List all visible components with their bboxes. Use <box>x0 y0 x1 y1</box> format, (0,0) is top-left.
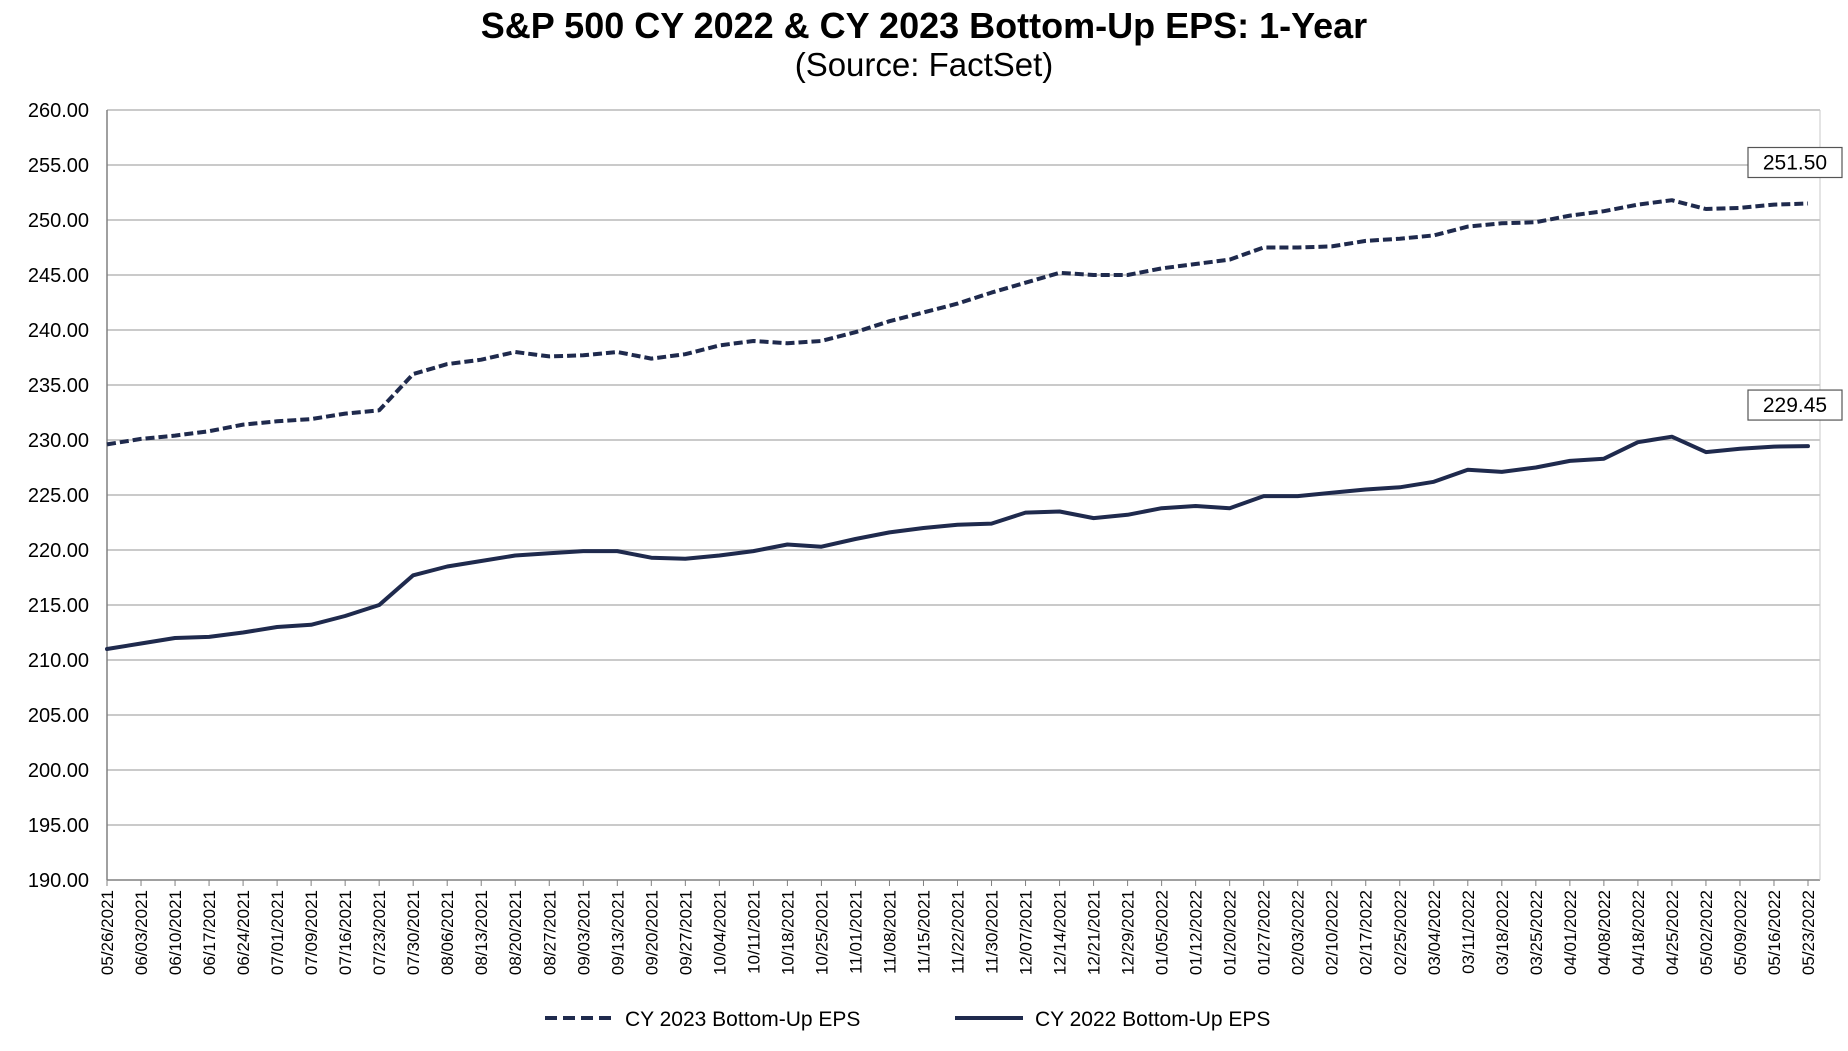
y-tick-label: 250.00 <box>28 210 89 232</box>
end-value-box <box>1747 146 1843 179</box>
x-tick-label: 02/25/2022 <box>1391 890 1410 975</box>
series-line-cy2023 <box>106 198 1809 447</box>
legend: CY 2023 Bottom-Up EPS CY 2022 Bottom-Up E… <box>545 1008 1270 1031</box>
x-tick-label: 08/20/2021 <box>506 890 525 975</box>
x-tick-label: 01/27/2022 <box>1255 890 1274 975</box>
series-lines <box>105 198 1810 651</box>
legend-label: CY 2023 Bottom-Up EPS <box>625 1008 860 1031</box>
x-tick-label: 10/04/2021 <box>710 890 729 975</box>
x-tick-label: 05/26/2021 <box>98 890 117 975</box>
legend-label: CY 2022 Bottom-Up EPS <box>1035 1008 1270 1031</box>
x-tick-label: 11/01/2021 <box>846 890 865 974</box>
x-tick-label: 08/13/2021 <box>472 890 491 975</box>
x-tick-label: 12/07/2021 <box>1017 890 1036 975</box>
x-tick-label: 11/30/2021 <box>983 890 1002 974</box>
y-tick-label: 200.00 <box>28 760 89 782</box>
x-tick-label: 03/25/2022 <box>1527 890 1546 975</box>
y-tick-label: 235.00 <box>28 375 89 397</box>
x-tick-label: 07/09/2021 <box>302 890 321 975</box>
x-tick-label: 06/03/2021 <box>132 890 151 975</box>
x-tick-label: 04/01/2022 <box>1561 890 1580 975</box>
y-tick-label: 210.00 <box>28 650 89 672</box>
y-tick-label: 215.00 <box>28 595 89 617</box>
y-axis-ticks: 190.00 195.00 200.00 205.00 210.00 215.00 220.… <box>28 100 89 892</box>
end-value-box <box>1747 389 1843 421</box>
axes <box>106 110 1821 881</box>
y-tick-label: 245.00 <box>28 265 89 287</box>
x-tick-label: 12/21/2021 <box>1085 890 1104 975</box>
x-tick-label: 08/06/2021 <box>438 890 457 975</box>
x-axis-ticks: 05/26/2021 06/03/2021 06/10/2021 06/17/2021… <box>98 880 1818 975</box>
x-tick-label: 05/02/2022 <box>1697 890 1716 975</box>
x-tick-label: 09/20/2021 <box>642 890 661 975</box>
x-tick-label: 04/08/2022 <box>1595 890 1614 975</box>
x-tick-label: 09/13/2021 <box>608 890 627 975</box>
y-tick-label: 205.00 <box>28 705 89 727</box>
x-tick-label: 01/05/2022 <box>1153 890 1172 975</box>
gridlines <box>107 109 1820 826</box>
x-tick-label: 11/08/2021 <box>880 890 899 974</box>
x-tick-label: 11/22/2021 <box>949 890 968 974</box>
x-tick-label: 03/18/2022 <box>1493 890 1512 975</box>
x-tick-label: 04/25/2022 <box>1663 890 1682 975</box>
y-tick-label: 260.00 <box>28 100 89 122</box>
y-tick-label: 255.00 <box>28 155 89 177</box>
x-tick-label: 09/03/2021 <box>574 890 593 975</box>
x-tick-label: 11/15/2021 <box>914 890 933 974</box>
chart-subtitle: (Source: FactSet) <box>795 46 1054 83</box>
x-tick-label: 05/09/2022 <box>1731 890 1750 975</box>
y-tick-label: 220.00 <box>28 540 89 562</box>
y-tick-label: 240.00 <box>28 320 89 342</box>
x-tick-label: 12/14/2021 <box>1051 890 1070 975</box>
x-tick-label: 06/17/2021 <box>200 890 219 975</box>
y-tick-label: 230.00 <box>28 430 89 452</box>
x-tick-label: 07/23/2021 <box>370 890 389 975</box>
x-tick-label: 10/11/2021 <box>744 890 763 974</box>
y-tick-label: 190.00 <box>28 870 89 892</box>
x-tick-label: 10/25/2021 <box>812 890 831 975</box>
x-tick-label: 05/23/2022 <box>1799 890 1818 975</box>
x-tick-label: 07/30/2021 <box>404 890 423 975</box>
x-tick-label: 05/16/2022 <box>1765 890 1784 975</box>
x-tick-label: 02/03/2022 <box>1289 890 1308 975</box>
chart-title: S&P 500 CY 2022 & CY 2023 Bottom-Up EPS:… <box>481 5 1367 46</box>
x-tick-label: 12/29/2021 <box>1119 890 1138 975</box>
x-tick-label: 04/18/2022 <box>1629 890 1648 975</box>
end-value-label: 251.50 <box>1763 152 1827 175</box>
series-line-cy2022 <box>105 434 1810 651</box>
x-tick-label: 09/27/2021 <box>676 890 695 975</box>
x-tick-label: 07/01/2021 <box>268 890 287 975</box>
x-tick-label: 07/16/2021 <box>336 890 355 975</box>
x-tick-label: 03/04/2022 <box>1425 890 1444 975</box>
x-tick-label: 01/12/2022 <box>1187 890 1206 975</box>
y-tick-label: 195.00 <box>28 815 89 837</box>
x-tick-label: 01/20/2022 <box>1221 890 1240 975</box>
x-tick-label: 08/27/2021 <box>540 890 559 975</box>
x-tick-label: 02/10/2022 <box>1323 890 1342 975</box>
end-value-callouts: 251.50 229.45 <box>1747 146 1843 421</box>
x-tick-label: 02/17/2022 <box>1357 890 1376 975</box>
end-value-label: 229.45 <box>1763 394 1827 417</box>
x-tick-label: 06/24/2021 <box>234 890 253 975</box>
x-tick-label: 06/10/2021 <box>166 890 185 975</box>
y-tick-label: 225.00 <box>28 485 89 507</box>
x-tick-label: 03/11/2022 <box>1459 890 1478 974</box>
x-tick-label: 10/18/2021 <box>778 890 797 975</box>
